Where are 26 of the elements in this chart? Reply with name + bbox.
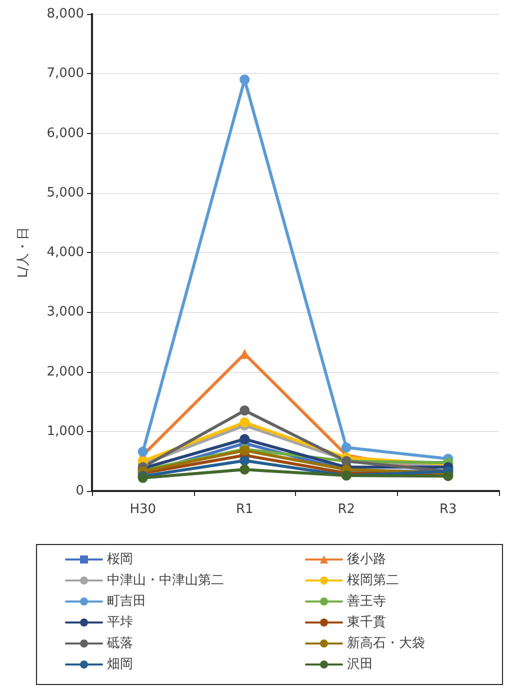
legend-label: 畑岡 xyxy=(107,657,133,672)
legend-label: 中津山・中津山第二 xyxy=(107,573,224,588)
x-tick-label: R1 xyxy=(236,502,254,517)
legend-label: 桜岡 xyxy=(107,552,133,567)
x-tick-label: R3 xyxy=(439,502,457,517)
y-tick-label: 7,000 xyxy=(46,66,84,82)
y-tick-label: 2,000 xyxy=(46,364,84,380)
legend-label: 東千貫 xyxy=(347,615,386,630)
y-tick-label: 0 xyxy=(76,484,84,498)
legend-label: 桜岡第二 xyxy=(347,573,399,588)
legend-label: 沢田 xyxy=(347,657,373,672)
y-tick-label: 1,000 xyxy=(46,424,84,439)
y-tick-label: 5,000 xyxy=(46,185,84,200)
y-tick-label: 6,000 xyxy=(46,126,84,141)
legend-label: 後小路 xyxy=(347,552,386,567)
legend-label: 町吉田 xyxy=(107,594,146,609)
y-tick-label: 3,000 xyxy=(46,304,84,320)
legend-label: 平垰 xyxy=(107,615,133,630)
x-tick-label: H30 xyxy=(130,502,156,517)
legend-label: 新高石・大袋 xyxy=(347,635,425,651)
x-tick-label: R2 xyxy=(338,502,356,517)
legend-label: 砥落 xyxy=(106,636,133,651)
legend-label: 善王寺 xyxy=(347,593,386,609)
y-tick-label: 4,000 xyxy=(46,245,84,260)
y-axis-title: L/人・日 xyxy=(16,227,31,278)
y-tick-label: 8,000 xyxy=(46,6,84,22)
